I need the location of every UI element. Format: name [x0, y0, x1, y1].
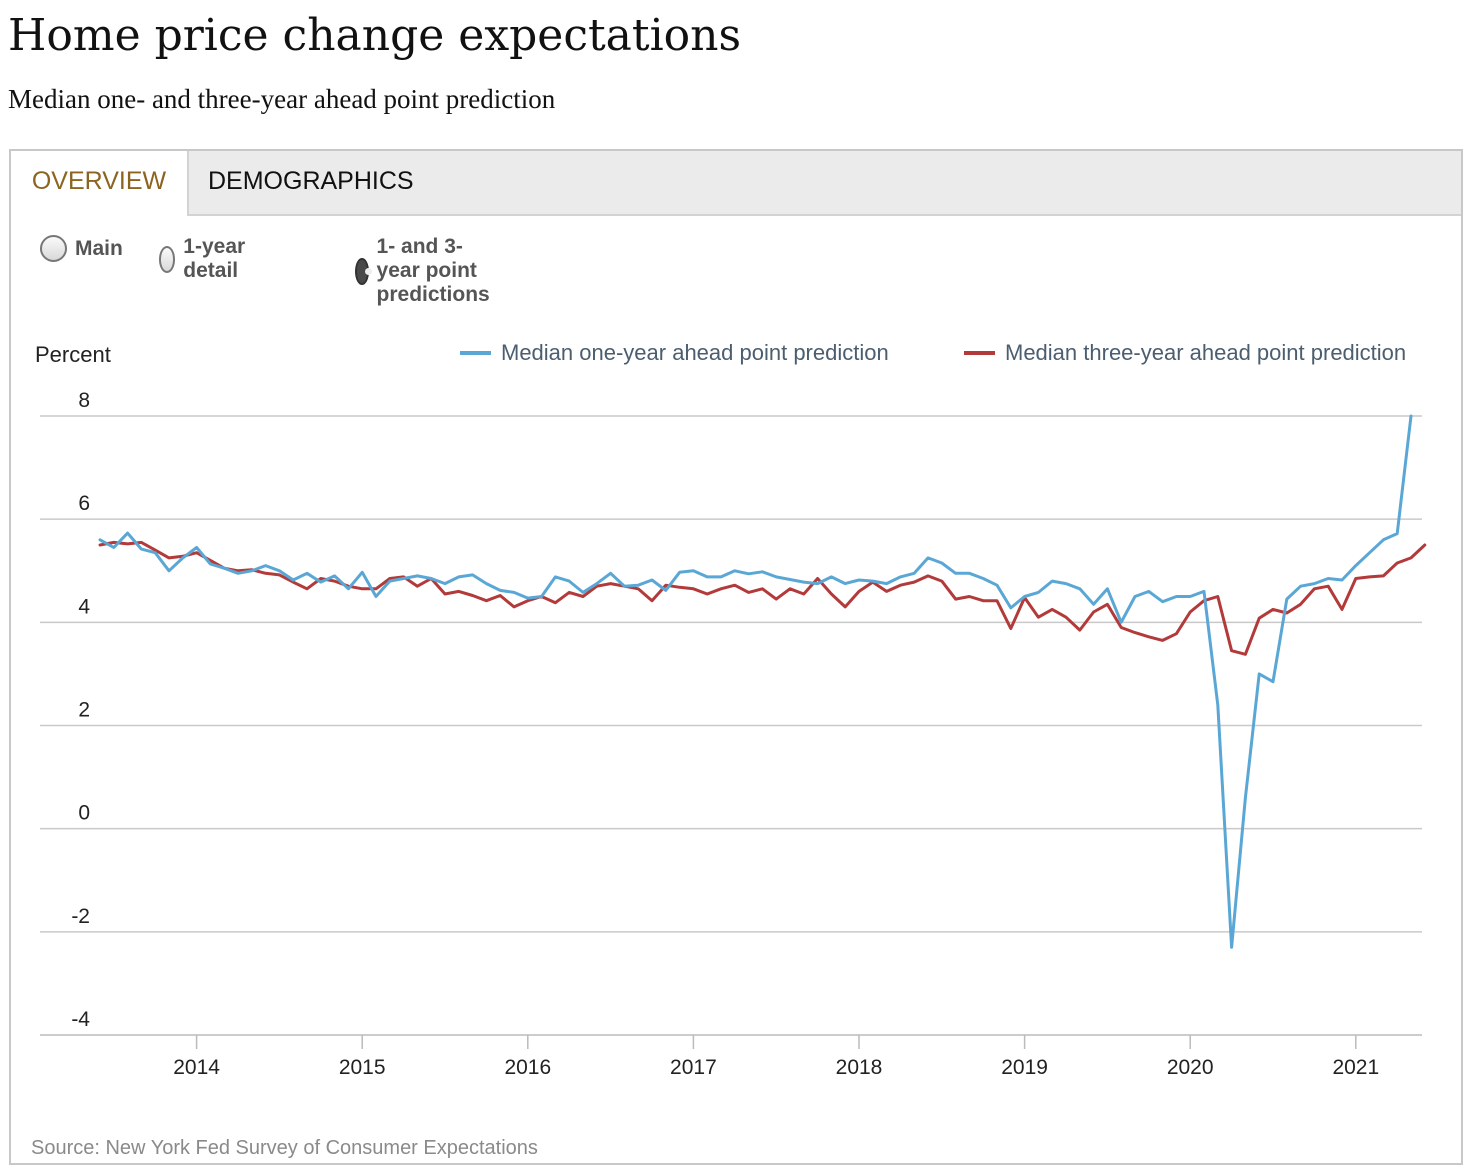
y-tick-label: 6 [78, 492, 90, 515]
radio-unchecked-icon [40, 235, 67, 262]
y-axis-ticks: 8 6 4 2 0 -2 -4 [71, 389, 90, 1031]
radio-unchecked-icon [159, 245, 176, 273]
source-note: Source: New York Fed Survey of Consumer … [31, 1137, 538, 1159]
view-option-label: 1- and 3-year point predictions [376, 235, 490, 306]
radio-checked-icon [355, 257, 372, 285]
legend: Median one-year ahead point prediction M… [460, 340, 1406, 365]
tab-bar: OVERVIEW DEMOGRAPHICS [11, 151, 1461, 216]
series-line-one-year[interactable] [98, 414, 1413, 949]
page-title: Home price change expectations [8, 10, 742, 61]
y-tick-label: -4 [71, 1008, 90, 1031]
series-line-three-year[interactable] [98, 540, 1427, 656]
x-tick-label: 2016 [504, 1056, 551, 1079]
view-option-point-predictions[interactable]: 1- and 3-year point predictions [355, 235, 503, 307]
x-tick-label: 2014 [173, 1056, 220, 1079]
chart-panel: OVERVIEW DEMOGRAPHICS Main 1-year detail… [9, 149, 1463, 1165]
x-tick-label: 2019 [1001, 1056, 1048, 1079]
y-axis-label: Percent [35, 342, 111, 367]
view-option-1-year-detail[interactable]: 1-year detail [159, 235, 249, 283]
y-tick-label: 0 [78, 802, 90, 825]
page-subtitle: Median one- and three-year ahead point p… [8, 84, 556, 114]
tab-overview[interactable]: OVERVIEW [11, 151, 189, 216]
view-option-main[interactable]: Main [40, 235, 123, 262]
y-tick-label: 8 [78, 389, 90, 412]
x-tick-label: 2018 [836, 1056, 883, 1079]
legend-label-one-year: Median one-year ahead point prediction [501, 340, 889, 365]
y-tick-label: -2 [71, 905, 90, 928]
y-tick-label: 4 [78, 595, 90, 618]
x-axis: 2014 2015 2016 2017 2018 2019 2020 2021 [173, 1035, 1379, 1079]
gridlines [40, 415, 1422, 1036]
y-tick-label: 2 [78, 699, 90, 722]
line-chart: Percent Median one-year ahead point pred… [35, 340, 1427, 1079]
x-tick-label: 2020 [1167, 1056, 1214, 1079]
series-lines [98, 414, 1427, 949]
legend-item-one-year[interactable]: Median one-year ahead point prediction [460, 340, 889, 365]
legend-label-three-year: Median three-year ahead point prediction [1005, 340, 1406, 365]
view-option-label: 1-year detail [183, 235, 246, 282]
x-tick-label: 2017 [670, 1056, 717, 1079]
x-tick-label: 2021 [1332, 1056, 1379, 1079]
legend-item-three-year[interactable]: Median three-year ahead point prediction [964, 340, 1406, 365]
x-tick-label: 2015 [339, 1056, 386, 1079]
tab-demographics[interactable]: DEMOGRAPHICS [208, 167, 414, 195]
view-option-label: Main [75, 236, 123, 260]
